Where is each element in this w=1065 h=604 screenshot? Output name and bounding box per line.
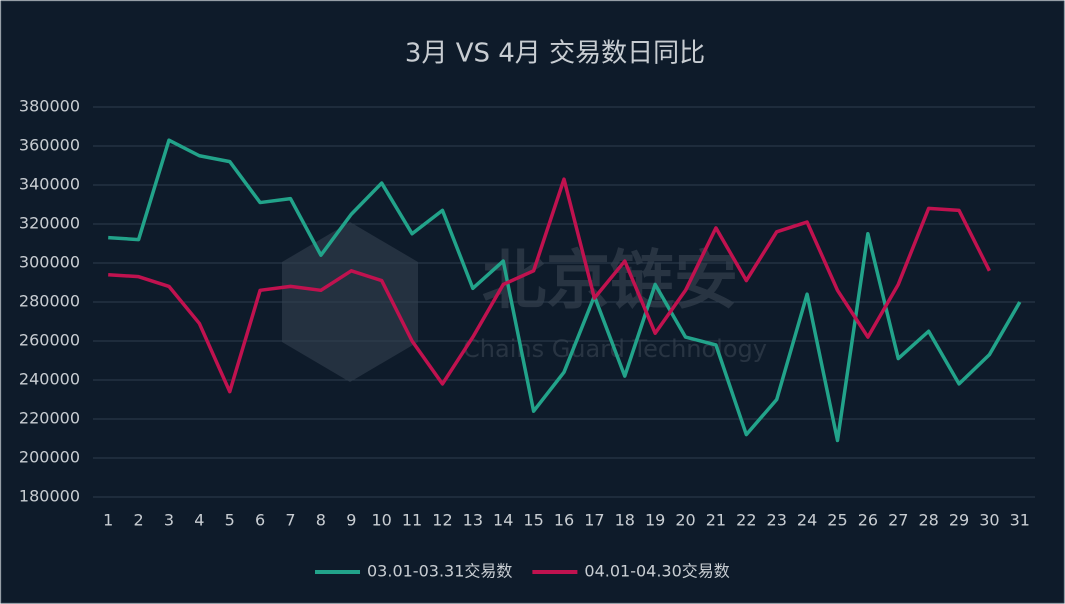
y-tick-label: 240000 (19, 370, 80, 389)
x-tick-label: 5 (225, 511, 235, 530)
x-tick-label: 27 (888, 511, 908, 530)
x-tick-label: 30 (979, 511, 999, 530)
x-tick-label: 18 (615, 511, 635, 530)
y-tick-label: 200000 (19, 448, 80, 467)
x-tick-label: 12 (432, 511, 452, 530)
x-tick-label: 23 (767, 511, 787, 530)
x-tick-label: 22 (736, 511, 756, 530)
x-tick-label: 21 (706, 511, 726, 530)
x-tick-label: 10 (371, 511, 391, 530)
x-tick-label: 9 (346, 511, 356, 530)
line-series (108, 177, 991, 394)
x-tick-label: 7 (285, 511, 295, 530)
x-tick-label: 20 (675, 511, 695, 530)
x-tick-label: 11 (402, 511, 422, 530)
x-tick-label: 25 (827, 511, 847, 530)
x-tick-label: 14 (493, 511, 513, 530)
x-tick-label: 16 (554, 511, 574, 530)
x-tick-label: 8 (316, 511, 326, 530)
x-tick-label: 26 (858, 511, 878, 530)
y-tick-label: 220000 (19, 409, 80, 428)
y-tick-label: 360000 (19, 136, 80, 155)
legend-label: 04.01-04.30交易数 (584, 562, 729, 581)
chart-title: 3月 VS 4月 交易数日同比 (405, 39, 705, 69)
x-tick-label: 13 (463, 511, 483, 530)
y-tick-label: 280000 (19, 292, 80, 311)
y-tick-label: 300000 (19, 253, 80, 272)
y-tick-label: 380000 (19, 97, 80, 116)
x-tick-label: 15 (523, 511, 543, 530)
y-tick-label: 260000 (19, 331, 80, 350)
x-tick-label: 24 (797, 511, 817, 530)
x-tick-label: 6 (255, 511, 265, 530)
y-tick-label: 180000 (19, 487, 80, 506)
x-tick-label: 28 (918, 511, 938, 530)
line-series (108, 138, 1022, 443)
x-tick-label: 29 (949, 511, 969, 530)
x-tick-label: 1 (103, 511, 113, 530)
legend-label: 03.01-03.31交易数 (367, 562, 512, 581)
y-tick-label: 340000 (19, 175, 80, 194)
x-tick-label: 31 (1010, 511, 1030, 530)
x-tick-label: 3 (164, 511, 174, 530)
y-tick-label: 320000 (19, 214, 80, 233)
x-tick-label: 17 (584, 511, 604, 530)
x-tick-label: 2 (133, 511, 143, 530)
x-tick-label: 19 (645, 511, 665, 530)
x-tick-label: 4 (194, 511, 204, 530)
